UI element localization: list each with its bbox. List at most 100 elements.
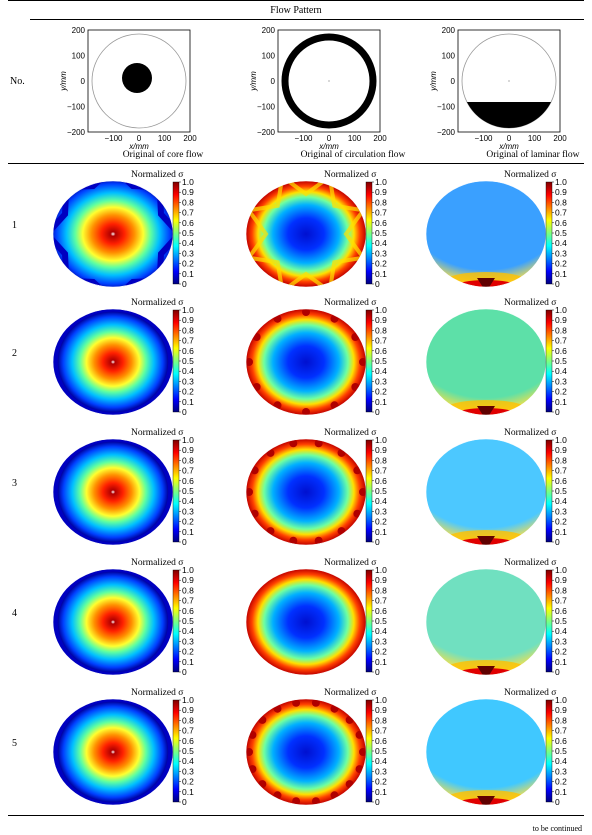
colorbar-title: Normalized σ <box>324 558 377 568</box>
original-caption-core: Original of core flow <box>122 150 204 160</box>
colorbar-title: Normalized σ <box>131 428 184 438</box>
colorbar-tick-label: 0.7 <box>555 336 567 346</box>
colorbar-tick-label: 0.3 <box>375 766 387 776</box>
stress-map-laminar-5: Normalized σ 1.0 0.9 0.8 0.7 0.6 0.5 0.4 0.3 0.2 0… <box>418 688 592 816</box>
stress-heatmap: 1.00.90.80.70.60.50.40.30.20.10 <box>425 177 567 289</box>
colorbar <box>172 309 180 413</box>
colorbar-tick-label: 0.3 <box>375 506 387 516</box>
colorbar-tick-label: 0.6 <box>182 218 194 228</box>
colorbar-tick-label: 0.8 <box>375 715 387 725</box>
colorbar-tick-label: 0.5 <box>555 616 567 626</box>
colorbar-tick-label: 0.3 <box>182 248 194 258</box>
colorbar-tick-label: 0.6 <box>555 346 567 356</box>
colorbar-tick-label: 0.3 <box>555 766 567 776</box>
colorbar <box>545 309 553 413</box>
colorbar <box>545 699 553 803</box>
continued-note: to be continued <box>532 824 582 833</box>
colorbar-tick-label: 0.1 <box>375 657 387 667</box>
colorbar-tick-label: 0.1 <box>555 657 567 667</box>
xtick-label: 100 <box>158 134 172 143</box>
original-plot-core: 200 100 0 −100 −200 −100 0 100 200 y/mm x/mm <box>60 26 197 151</box>
original-plot-laminar: 200 100 0 −100 −200 −100 0 100 200 y/mm x/mm <box>430 26 567 151</box>
xlabel: x/mm <box>498 142 519 151</box>
ytick-label: 100 <box>72 52 86 61</box>
ytick-label: −100 <box>257 103 276 112</box>
heatmap-field <box>246 309 366 415</box>
ylabel: y/mm <box>250 71 258 92</box>
table-bottom-rule <box>8 815 584 816</box>
colorbar-tick-label: 0 <box>555 407 560 417</box>
row-label-header: No. <box>10 76 25 87</box>
colorbar-tick-label: 0.9 <box>182 575 194 585</box>
colorbar-title: Normalized σ <box>504 428 557 438</box>
colorbar-title: Normalized σ <box>324 170 377 180</box>
xlabel: x/mm <box>128 142 149 151</box>
colorbar <box>365 309 373 413</box>
table-top-rule <box>8 0 584 1</box>
colorbar-tick-label: 0.3 <box>375 376 387 386</box>
stress-map-core-3: Normalized σ 1.0 0.9 0.8 0.7 0.6 0.5 0.4 0.3 0.2 0… <box>45 428 225 556</box>
colorbar-tick-label: 0.2 <box>375 517 387 527</box>
ytick-label: 100 <box>262 52 276 61</box>
colorbar-tick-label: 0.9 <box>555 315 567 325</box>
colorbar-title: Normalized σ <box>131 170 184 180</box>
colorbar-tick-label: 0.6 <box>555 218 567 228</box>
heatmap-field <box>246 439 366 545</box>
colorbar <box>365 181 373 285</box>
center-mark <box>328 80 330 82</box>
original-caption-circulation: Original of circulation flow <box>300 150 406 160</box>
colorbar-tick-label: 0.3 <box>375 248 387 258</box>
ytick-label: 0 <box>81 77 86 86</box>
xtick-label: 200 <box>553 134 567 143</box>
colorbar-tick-label: 1.0 <box>375 565 387 575</box>
colorbar-tick-label: 0.8 <box>182 585 194 595</box>
colorbar-tick-label: 0.8 <box>555 455 567 465</box>
colorbar-tick-label: 0.8 <box>375 585 387 595</box>
colorbar-tick-label: 0.1 <box>555 397 567 407</box>
colorbar-tick-label: 0.8 <box>375 197 387 207</box>
colorbar-tick-label: 0.4 <box>182 626 194 636</box>
laminar-flow-region <box>466 102 552 128</box>
colorbar-tick-label: 0.1 <box>375 397 387 407</box>
colorbar-tick-label: 0.1 <box>182 657 194 667</box>
colorbar-tick-label: 0 <box>182 667 187 677</box>
colorbar-tick-label: 1.0 <box>182 435 194 445</box>
heatmap-field <box>53 439 173 545</box>
colorbar-tick-label: 1.0 <box>375 435 387 445</box>
colorbar-tick-label: 0.2 <box>375 777 387 787</box>
stress-map-laminar-3: Normalized σ 1.0 0.9 0.8 0.7 0.6 0.5 0.4 0.3 0.2 0… <box>418 428 592 556</box>
colorbar-tick-label: 0.1 <box>182 787 194 797</box>
xtick-label: 200 <box>373 134 387 143</box>
stress-heatmap: 1.00.90.80.70.60.50.40.30.20.10 <box>425 435 567 547</box>
colorbar-tick-label: 0.3 <box>555 376 567 386</box>
stress-heatmap: 1.00.90.80.70.60.50.40.30.20.10 <box>52 565 194 677</box>
stress-map-circulation-5: Normalized σ 1.0 0.9 0.8 0.7 0.6 0.5 0.4 0.3 0.2 0… <box>238 688 418 816</box>
colorbar-tick-label: 0.4 <box>555 756 567 766</box>
original-plot-circulation: 200 100 0 −100 −200 −100 0 100 200 y/mm x/mm <box>250 26 387 151</box>
colorbar-tick-label: 0.4 <box>375 496 387 506</box>
heatmap-field <box>246 569 366 675</box>
colorbar-tick-label: 0.2 <box>182 259 194 269</box>
colorbar-tick-label: 0.4 <box>555 496 567 506</box>
colorbar-tick-label: 0 <box>375 667 380 677</box>
ytick-label: −200 <box>257 128 276 137</box>
stress-heatmap: 1.00.90.80.70.60.50.40.30.20.10 <box>425 305 567 417</box>
colorbar-tick-label: 0.1 <box>375 269 387 279</box>
colorbar-tick-label: 0 <box>555 537 560 547</box>
heatmap-field <box>53 309 173 415</box>
colorbar-title: Normalized σ <box>131 688 184 698</box>
colorbar-tick-label: 0.1 <box>182 527 194 537</box>
row-number: 4 <box>12 608 17 619</box>
colorbar-tick-label: 0.1 <box>555 527 567 537</box>
colorbar-tick-label: 0.4 <box>182 238 194 248</box>
row-number: 5 <box>12 738 17 749</box>
colorbar-tick-label: 0.7 <box>182 466 194 476</box>
colorbar-tick-label: 0.3 <box>182 376 194 386</box>
colorbar-tick-label: 0 <box>182 407 187 417</box>
ylabel: y/mm <box>430 71 438 92</box>
colorbar <box>365 569 373 673</box>
colorbar <box>545 569 553 673</box>
colorbar-tick-label: 0.9 <box>555 187 567 197</box>
colorbar <box>545 181 553 285</box>
colorbar-tick-label: 0.7 <box>555 726 567 736</box>
